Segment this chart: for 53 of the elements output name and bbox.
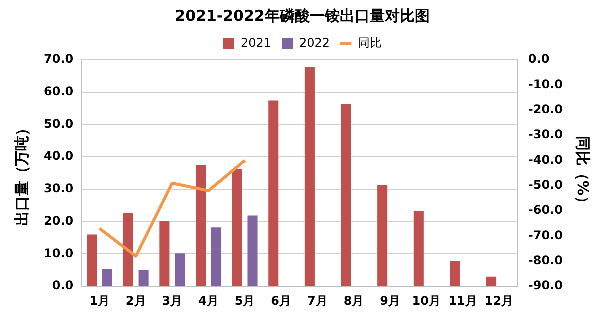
y-tick-label: 20.0 xyxy=(44,214,74,228)
y2-tick-label: -20.0 xyxy=(528,102,564,116)
y-tick-label: 30.0 xyxy=(44,182,74,196)
x-tick-label: 11月 xyxy=(448,294,478,308)
bar xyxy=(450,261,460,286)
bar xyxy=(486,276,497,286)
y2-tick-label: -30.0 xyxy=(528,128,564,142)
x-tick-label: 5月 xyxy=(234,294,256,308)
x-tick-label: 6月 xyxy=(271,294,292,308)
x-tick-label: 3月 xyxy=(162,294,183,308)
y2-tick-label: -40.0 xyxy=(528,152,564,167)
bar xyxy=(268,100,279,286)
chart-title: 2021-2022年磷酸一铵出口量对比图 xyxy=(175,6,430,25)
x-tick-label: 1月 xyxy=(90,294,110,308)
y-tick-label: 70.0 xyxy=(44,52,74,66)
y2-tick-label: -90.0 xyxy=(528,278,564,293)
bar xyxy=(196,166,206,286)
y2-tick-label: -80.0 xyxy=(528,254,564,268)
y-tick-label: 60.0 xyxy=(44,84,74,98)
y-tick-label: 0.0 xyxy=(52,278,74,293)
bar xyxy=(232,169,242,286)
x-tick-label: 9月 xyxy=(380,294,400,308)
bar xyxy=(341,104,352,286)
y-axis-title: 出口量（万吨） xyxy=(12,120,31,226)
bar xyxy=(138,270,149,286)
bar xyxy=(87,234,98,286)
x-tick-label: 4月 xyxy=(198,294,219,308)
x-tick-label: 2月 xyxy=(126,294,146,308)
y2-axis-title: 同比（%） xyxy=(574,136,592,211)
x-tick-label: 8月 xyxy=(344,294,364,308)
y-tick-label: 50.0 xyxy=(44,116,74,131)
legend-label: 同比 xyxy=(358,36,382,50)
y2-tick-label: -10.0 xyxy=(528,77,564,92)
bar xyxy=(248,216,258,286)
bar xyxy=(160,221,170,286)
bar xyxy=(123,213,134,286)
bar xyxy=(304,67,315,286)
legend-label: 2021 xyxy=(240,36,272,50)
y2-tick-label: -60.0 xyxy=(528,203,564,218)
bar xyxy=(414,211,424,286)
y2-tick-label: -70.0 xyxy=(528,228,564,242)
y-tick-label: 40.0 xyxy=(44,149,74,164)
bar xyxy=(378,185,388,286)
bar xyxy=(102,269,112,286)
x-tick-label: 10月 xyxy=(412,294,441,308)
legend-label: 2022 xyxy=(300,36,330,50)
bar xyxy=(175,254,186,286)
x-tick-label: 7月 xyxy=(307,294,328,308)
y2-tick-label: -50.0 xyxy=(528,178,564,192)
y2-tick-label: 0.0 xyxy=(528,52,550,66)
bar xyxy=(211,228,222,286)
x-tick-label: 12月 xyxy=(484,294,514,308)
y-tick-label: 10.0 xyxy=(44,246,74,260)
